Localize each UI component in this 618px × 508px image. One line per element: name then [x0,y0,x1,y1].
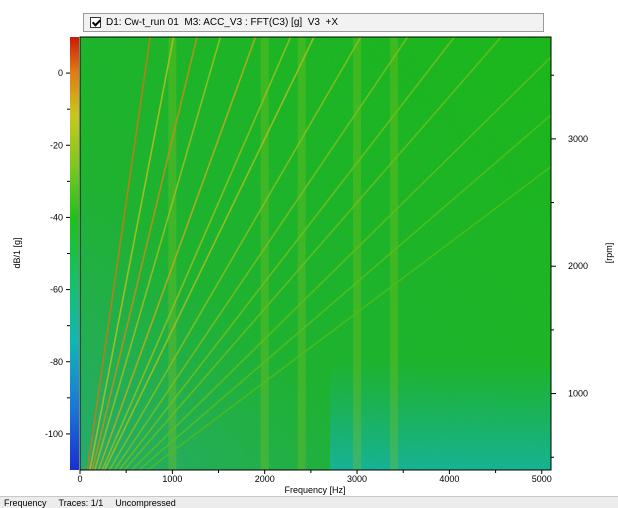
colorbar-gradient [70,37,79,470]
x-tick-label: 3000 [347,474,367,484]
colorbar-tick-label: -20 [50,140,63,150]
trace-legend-label: D1: Cw-t_run 01 M3: ACC_V3 : FFT(C3) [g]… [106,17,339,28]
x-axis-title: Frequency [Hz] [284,485,345,495]
rpm-tick-label: 3000 [568,134,588,144]
colorbar-tick-label: -60 [50,285,63,295]
rpm-axis-ticks: 1000 2000 3000 [551,74,588,458]
colorbar-tick-label: -100 [45,429,63,439]
x-tick-label: 4000 [439,474,459,484]
rpm-tick-label: 1000 [568,389,588,399]
y-axis-left-title: dB/1 [g] [12,237,22,268]
x-tick-label: 5000 [532,474,552,484]
x-tick-label: 0 [77,474,82,484]
colorbar-tick-label: 0 [58,68,63,78]
colorbar-tick-label: -80 [50,357,63,367]
status-bar: Frequency Traces: 1/1 Uncompressed [0,496,618,508]
colormap-chart[interactable]: 0 -20 -40 -60 -80 -100 1000 2000 3000 0 1000 2000… [0,0,618,496]
status-compression: Uncompressed [115,497,176,508]
x-tick-label: 1000 [162,474,182,484]
colorbar-tick-label: -40 [50,212,63,222]
rpm-tick-label: 2000 [568,261,588,271]
status-traces: Traces: 1/1 [58,497,104,508]
noise-texture [80,37,551,470]
plot-frame [79,36,552,471]
frequency-axis-ticks: 0 1000 2000 3000 4000 5000 [77,470,552,484]
trace-legend: D1: Cw-t_run 01 M3: ACC_V3 : FFT(C3) [g]… [83,13,544,32]
status-mode: Frequency [4,497,47,508]
trace-visibility-checkbox[interactable] [90,17,101,28]
x-tick-label: 2000 [255,474,275,484]
y-axis-right-title: [rpm] [604,243,614,264]
colorbar-ticks: 0 -20 -40 -60 -80 -100 [45,68,70,439]
